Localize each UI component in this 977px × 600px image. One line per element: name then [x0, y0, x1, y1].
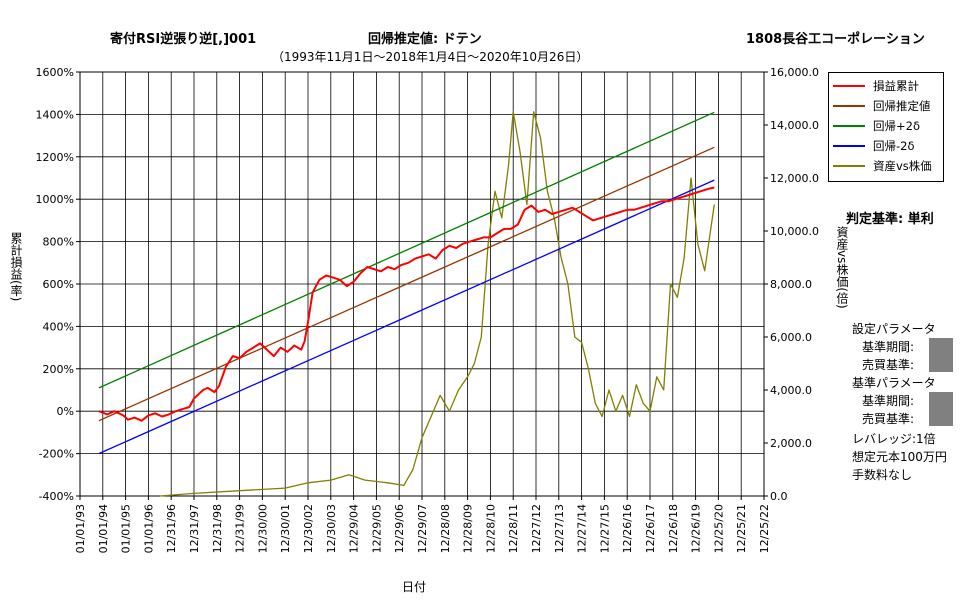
y-tick-label-left: 200%: [43, 363, 74, 376]
x-tick-label: 01/01/96: [142, 504, 155, 553]
y-tick-label-left: 600%: [43, 278, 74, 291]
y-tick-label-right: 10,000.0: [770, 225, 819, 238]
legend-swatch: [833, 105, 865, 107]
y-tick-label-left: 800%: [43, 236, 74, 249]
legend-swatch: [833, 145, 865, 147]
y-tick-label-right: 2,000.0: [770, 437, 812, 450]
x-tick-label: 12/28/09: [462, 504, 475, 553]
series-line: [98, 146, 715, 422]
x-tick-label: 12/30/03: [325, 504, 338, 553]
x-tick-label: 12/29/07: [416, 504, 429, 553]
x-tick-label: 12/28/11: [507, 504, 520, 553]
series-line: [159, 111, 715, 497]
legend-swatch: [833, 85, 865, 87]
x-tick-label: 12/31/98: [211, 504, 224, 553]
x-tick-label: 12/26/18: [667, 504, 680, 553]
series-line: [98, 179, 715, 455]
y-tick-label-right: 14,000.0: [770, 119, 819, 132]
y-tick-label-right: 6,000.0: [770, 331, 812, 344]
chart-axes: -400% -200% 0% 200% 400% 600% 800% 1000% 1200% 14…: [36, 66, 819, 553]
y-tick-label-left: 1400%: [36, 108, 74, 121]
legend-label: 損益累計: [873, 79, 919, 93]
y-tick-label-left: 1000%: [36, 193, 74, 206]
period-range: （1993年11月1日～2018年1月4日～2020年10月26日）: [272, 50, 589, 64]
x-tick-label: 12/27/13: [553, 504, 566, 553]
x-tick-label: 12/29/06: [393, 504, 406, 553]
series-line: [98, 111, 715, 389]
x-tick-label: 12/26/16: [621, 504, 634, 553]
x-tick-label: 01/01/95: [120, 504, 133, 553]
x-tick-label: 12/30/02: [302, 504, 315, 553]
capital-text: 想定元本100万円: [852, 450, 947, 464]
legend-label: 回帰推定値: [873, 99, 931, 113]
x-axis-label: 日付: [402, 580, 427, 594]
x-tick-label: 12/30/01: [279, 504, 292, 553]
x-tick-label: 12/27/12: [530, 504, 543, 553]
x-tick-label: 12/30/00: [256, 504, 269, 553]
legend-label: 資産vs株価: [873, 159, 932, 173]
set-params-heading: 設定パラメータ: [852, 322, 936, 336]
trade-criteria-label: 売買基準:: [862, 358, 915, 372]
y-tick-label-right: 4,000.0: [770, 384, 812, 397]
x-tick-label: 12/25/20: [712, 504, 725, 553]
y-tick-label-left: -200%: [39, 448, 74, 461]
x-tick-label: 12/28/08: [439, 504, 452, 553]
y-tick-label-left: 1200%: [36, 151, 74, 164]
fees-text: 手数料なし: [852, 468, 913, 482]
y-tick-label-left: 0%: [57, 405, 74, 418]
series-line: [98, 186, 715, 422]
x-tick-label: 01/01/94: [97, 504, 110, 553]
y-tick-label-left: -400%: [39, 490, 74, 503]
x-tick-label: 12/27/14: [576, 504, 589, 553]
x-tick-label: 12/26/17: [644, 504, 657, 553]
y-axis-label-left: 累計損益(率): [9, 232, 23, 302]
strategy-title: 寄付RSI逆張り逆[,]001: [110, 32, 257, 47]
leverage-text: レバレッジ:1倍: [852, 432, 936, 446]
base-period-label: 基準期間:: [862, 340, 915, 354]
judgement-criteria: 判定基準: 単利: [846, 212, 934, 227]
chart-grid: [79, 71, 765, 497]
y-tick-label-right: 8,000.0: [770, 278, 812, 291]
x-tick-label: 12/26/19: [690, 504, 703, 553]
y-tick-label-right: 12,000.0: [770, 172, 819, 185]
x-tick-label: 12/31/96: [165, 504, 178, 553]
legend-label: 回帰-2δ: [873, 139, 915, 153]
base-params-heading: 基準パラメータ: [852, 376, 936, 390]
base-period-label-2: 基準期間:: [862, 394, 915, 408]
x-tick-label: 12/25/22: [758, 504, 771, 553]
y-tick-label-left: 400%: [43, 320, 74, 333]
y-tick-label-right: 16,000.0: [770, 66, 819, 79]
chart-legend: 損益累計 回帰推定値 回帰+2δ 回帰-2δ 資産vs株価: [828, 72, 944, 182]
x-tick-label: 12/31/97: [188, 504, 201, 553]
x-tick-label: 01/01/93: [74, 504, 87, 553]
y-tick-label-right: 0.0: [770, 490, 788, 503]
regression-label: 回帰推定値: ドテン: [368, 32, 482, 47]
x-tick-label: 12/25/21: [735, 504, 748, 553]
y-tick-label-left: 1600%: [36, 66, 74, 79]
redacted-box: [929, 338, 953, 372]
redacted-box: [929, 392, 953, 426]
x-tick-label: 12/29/05: [370, 504, 383, 553]
x-tick-label: 12/31/99: [234, 504, 247, 553]
chart-series: [98, 111, 715, 497]
legend-label: 回帰+2δ: [873, 119, 920, 133]
legend-swatch: [833, 125, 865, 127]
trade-criteria-label-2: 売買基準:: [862, 412, 915, 426]
x-tick-label: 12/27/15: [598, 504, 611, 553]
x-tick-label: 12/28/10: [484, 504, 497, 553]
y-axis-label-right: 資産vs株価(倍): [835, 226, 849, 309]
x-tick-label: 12/29/04: [348, 504, 361, 553]
company-name: 1808長谷工コーポレーション: [746, 32, 925, 47]
legend-swatch: [833, 165, 865, 167]
